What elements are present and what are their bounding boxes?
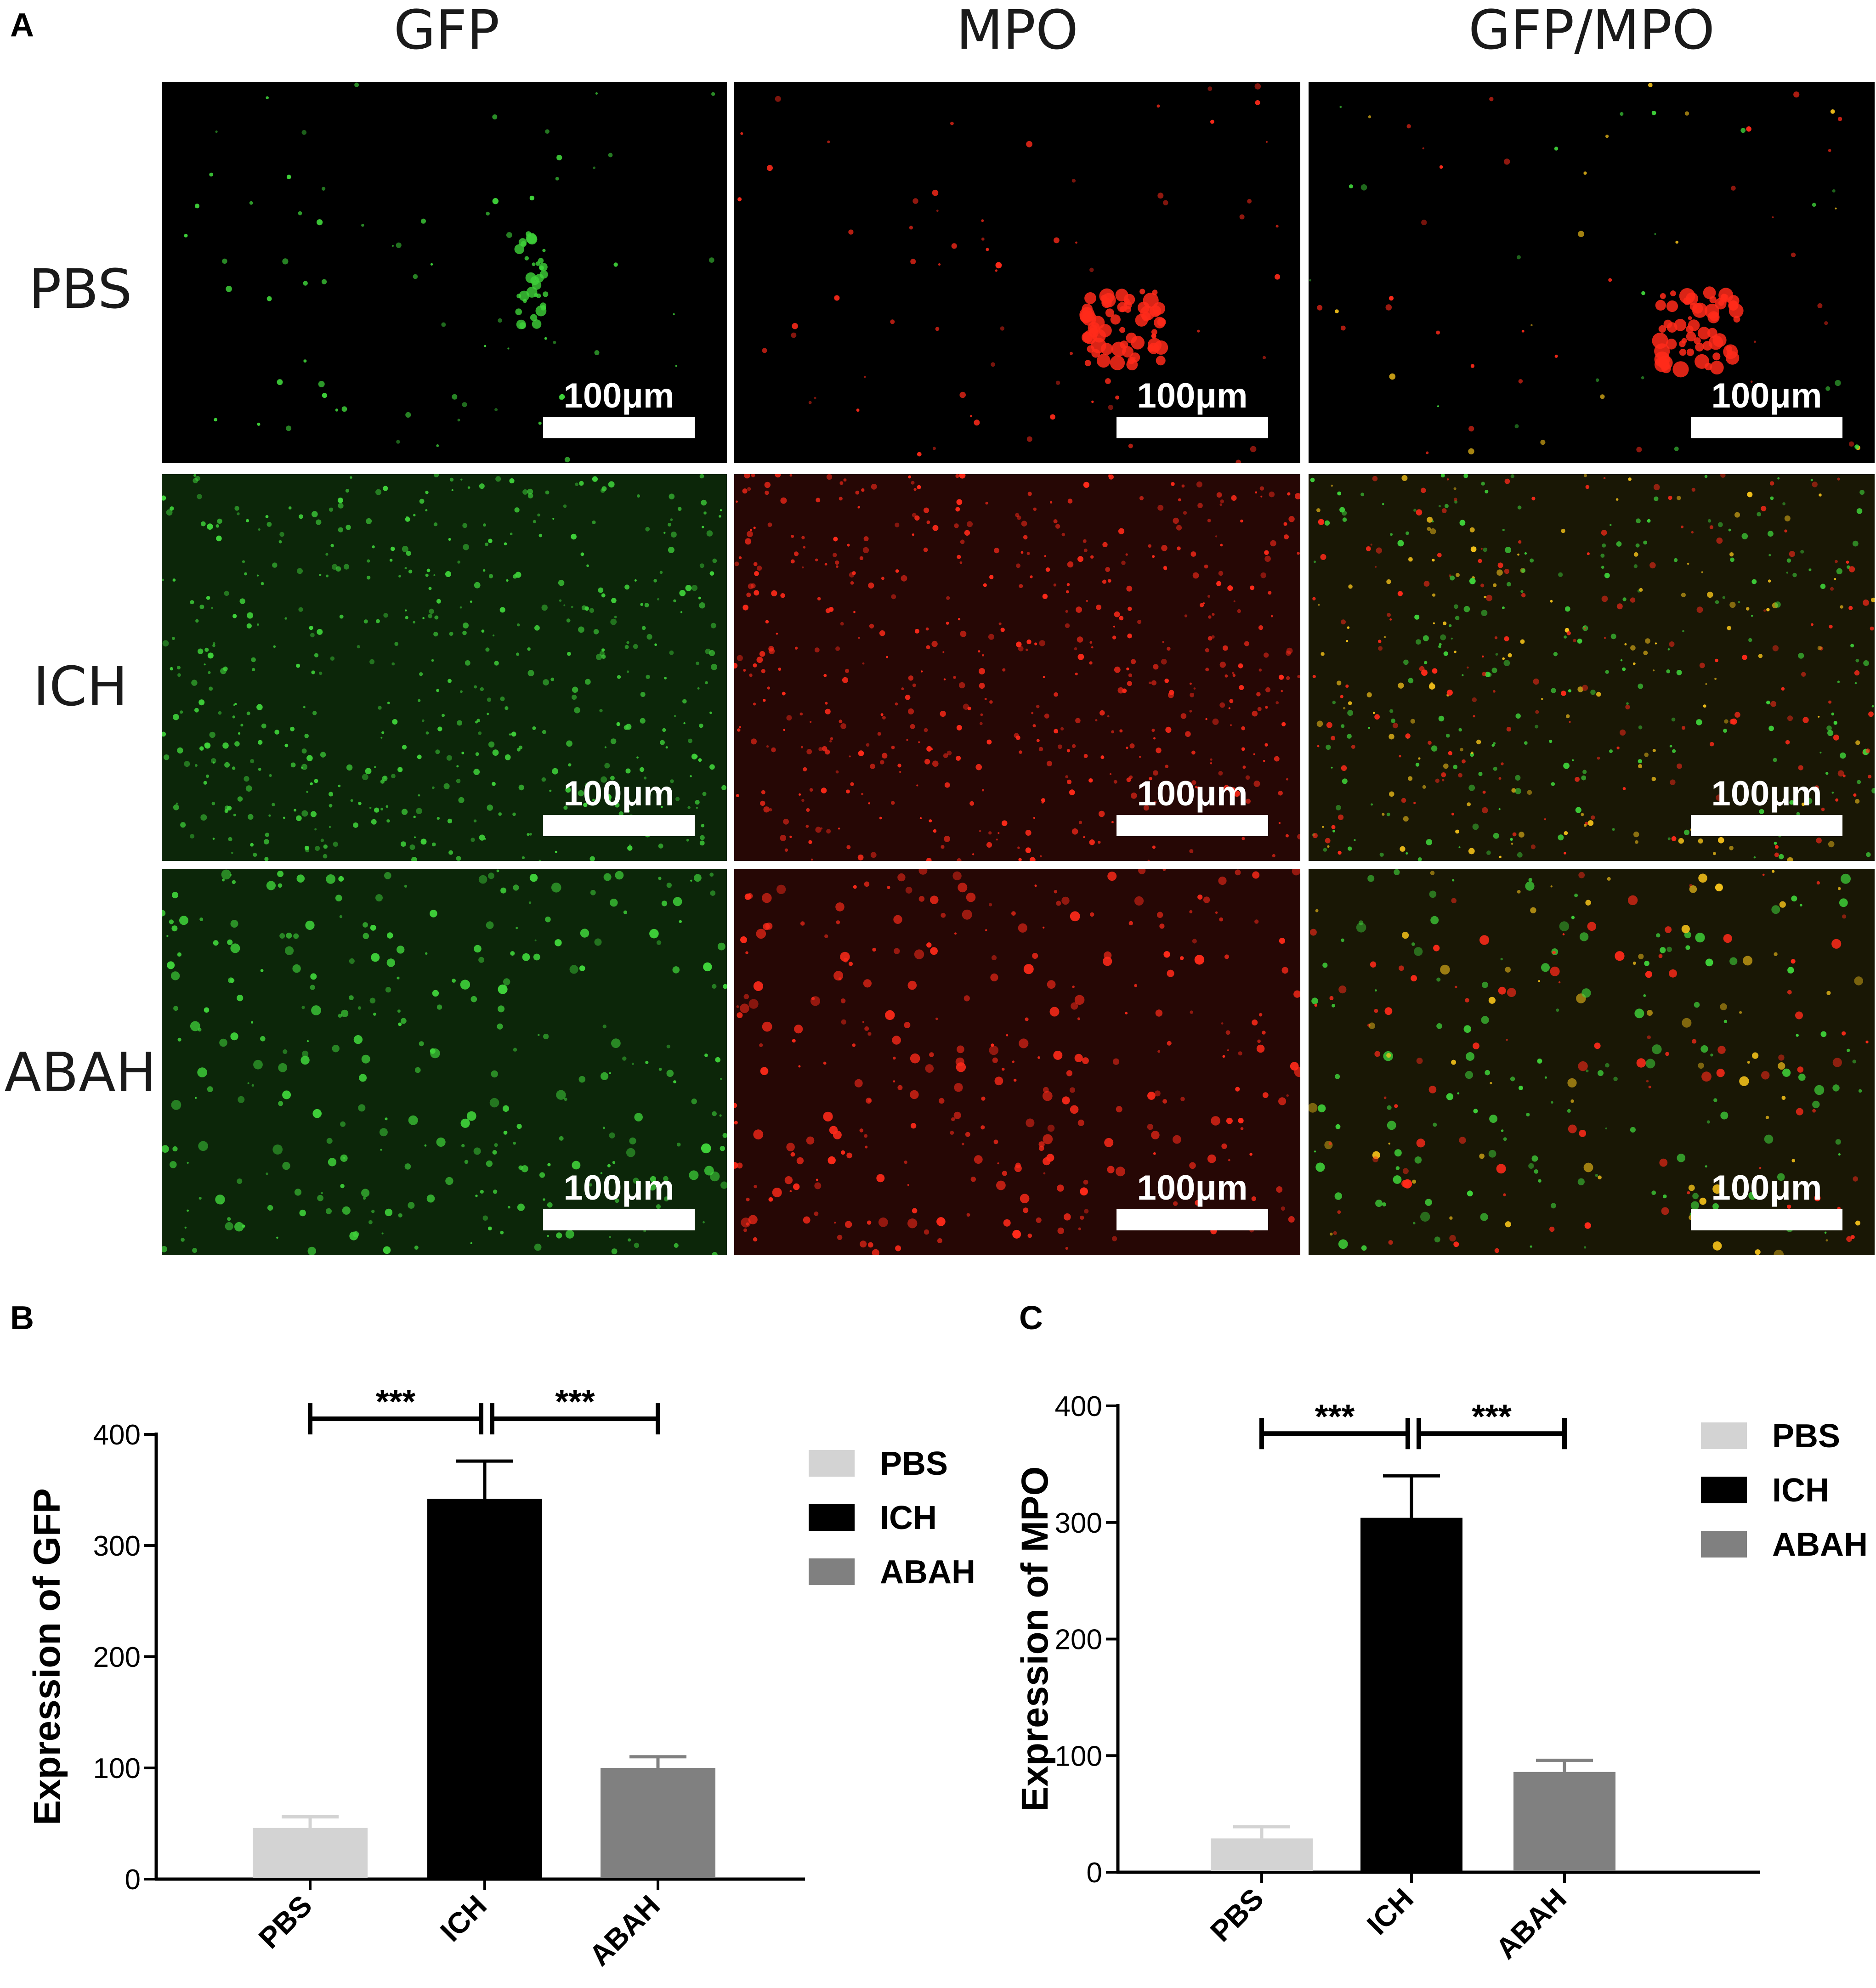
micrograph-pbs-gfp <box>162 82 727 463</box>
panel-letter-c: C <box>1019 1300 1043 1337</box>
micrograph-ich-merge <box>1309 474 1875 861</box>
scale-bar <box>543 1209 695 1230</box>
scale-bar <box>1691 1209 1842 1230</box>
micrograph-ich-gfp <box>162 474 727 861</box>
bar-abah <box>1513 1772 1615 1871</box>
significance-label: *** <box>1315 1397 1355 1435</box>
scale-bar <box>1691 815 1842 836</box>
mpo-bar-chart: 0 100 200 300 400 Expression of MPO PBS ICH ABAH… <box>1014 1391 1868 1965</box>
significance-label: *** <box>555 1382 595 1421</box>
micrograph-abah-gfp <box>162 869 727 1255</box>
y-axis-label: Expression of MPO <box>1014 1467 1056 1812</box>
micrograph-ich-mpo <box>734 474 1300 861</box>
scale-bar <box>1117 815 1268 836</box>
x-tick-label: PBS <box>1204 1882 1270 1948</box>
scale-bar <box>1117 417 1268 438</box>
bar-ich <box>1360 1518 1462 1871</box>
column-header-mpo: MPO <box>956 0 1078 62</box>
legend-swatch-abah <box>809 1558 855 1585</box>
significance-label: *** <box>376 1382 416 1421</box>
x-tick-label: ABAH <box>1489 1882 1573 1965</box>
row-header-ich: ICH <box>33 655 128 718</box>
y-tick-label: 100 <box>1055 1740 1102 1772</box>
scale-bar-label: 100μm <box>1711 376 1822 415</box>
legend-label-abah: ABAH <box>880 1554 975 1591</box>
y-axis-label: Expression of GFP <box>26 1488 68 1825</box>
scale-bar-label: 100μm <box>563 774 674 813</box>
bar-pbs <box>253 1828 368 1878</box>
y-tick-label: 0 <box>125 1864 141 1896</box>
scale-bar-label: 100μm <box>1711 1168 1822 1207</box>
legend-label-ich: ICH <box>1772 1472 1829 1509</box>
y-tick-label: 0 <box>1087 1857 1102 1889</box>
micrograph-abah-merge <box>1309 869 1875 1255</box>
y-tick-label: 200 <box>93 1642 141 1673</box>
bar-ich <box>427 1499 542 1878</box>
legend-label-ich: ICH <box>880 1500 937 1536</box>
row-header-pbs: PBS <box>28 257 132 321</box>
y-tick-label: 400 <box>93 1419 141 1451</box>
x-tick-label: ICH <box>434 1889 493 1948</box>
scale-bar <box>1691 417 1842 438</box>
y-tick-label: 100 <box>93 1753 141 1784</box>
scale-bar-label: 100μm <box>563 376 674 415</box>
panel-letter-b: B <box>10 1300 34 1337</box>
legend-swatch-ich <box>809 1504 855 1531</box>
scale-bar-label: 100μm <box>1711 774 1822 813</box>
scale-bar-label: 100μm <box>1137 774 1248 813</box>
scale-bar-label: 100μm <box>563 1168 674 1207</box>
scale-bar-label: 100μm <box>1137 1168 1248 1207</box>
panel-letter-a: A <box>10 7 34 44</box>
legend-swatch-abah <box>1701 1531 1747 1558</box>
legend-swatch-pbs <box>1701 1422 1747 1449</box>
column-header-merge: GFP/MPO <box>1468 0 1715 62</box>
scale-bar <box>543 815 695 836</box>
gfp-bar-chart: 0 100 200 300 400 Expression of GFP PBS ICH ABAH… <box>26 1382 975 1972</box>
bar-abah <box>601 1768 715 1878</box>
scale-bar <box>1117 1209 1268 1230</box>
micrograph-pbs-merge <box>1309 82 1875 463</box>
y-tick-label: 200 <box>1055 1624 1102 1656</box>
scale-bar <box>543 417 695 438</box>
significance-label: *** <box>1472 1397 1512 1435</box>
micrograph-abah-mpo <box>734 869 1300 1255</box>
micrograph-pbs-mpo <box>734 82 1300 463</box>
y-tick-label: 400 <box>1055 1391 1102 1422</box>
legend-swatch-pbs <box>809 1450 855 1477</box>
x-tick-label: ABAH <box>583 1889 666 1972</box>
bar-pbs <box>1211 1838 1313 1871</box>
x-tick-label: PBS <box>252 1889 318 1955</box>
y-tick-label: 300 <box>1055 1507 1102 1539</box>
row-header-abah: ABAH <box>4 1041 157 1104</box>
column-header-gfp: GFP <box>393 0 500 62</box>
y-tick-label: 300 <box>93 1530 141 1562</box>
legend-label-pbs: PBS <box>1772 1418 1840 1455</box>
x-tick-label: ICH <box>1360 1882 1420 1941</box>
legend-swatch-ich <box>1701 1477 1747 1503</box>
legend-label-abah: ABAH <box>1772 1526 1868 1563</box>
legend-label-pbs: PBS <box>880 1445 948 1482</box>
scale-bar-label: 100μm <box>1137 376 1248 415</box>
